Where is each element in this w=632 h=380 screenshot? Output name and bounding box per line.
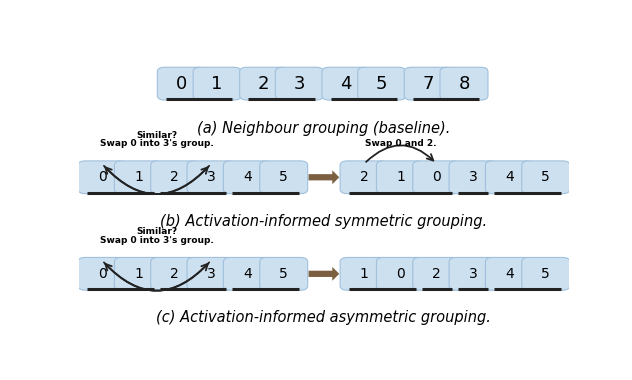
FancyBboxPatch shape xyxy=(187,257,235,290)
FancyBboxPatch shape xyxy=(377,257,425,290)
FancyBboxPatch shape xyxy=(150,257,198,290)
FancyBboxPatch shape xyxy=(114,161,162,194)
FancyBboxPatch shape xyxy=(413,161,461,194)
FancyBboxPatch shape xyxy=(485,257,533,290)
Text: 2: 2 xyxy=(171,170,179,184)
FancyBboxPatch shape xyxy=(260,161,308,194)
Text: 3: 3 xyxy=(294,74,305,93)
FancyBboxPatch shape xyxy=(340,257,388,290)
FancyBboxPatch shape xyxy=(449,257,497,290)
Text: 1: 1 xyxy=(396,170,405,184)
Text: Similar?: Similar? xyxy=(136,227,177,236)
FancyBboxPatch shape xyxy=(522,161,569,194)
Text: 5: 5 xyxy=(542,170,550,184)
Text: 1: 1 xyxy=(360,267,368,281)
Text: 0: 0 xyxy=(176,74,187,93)
FancyBboxPatch shape xyxy=(223,257,271,290)
Text: 3: 3 xyxy=(207,267,216,281)
FancyBboxPatch shape xyxy=(322,67,370,100)
FancyBboxPatch shape xyxy=(413,257,461,290)
FancyBboxPatch shape xyxy=(276,67,324,100)
FancyBboxPatch shape xyxy=(187,161,235,194)
Text: 0: 0 xyxy=(98,267,106,281)
Text: (b) Activation-informed symmetric grouping.: (b) Activation-informed symmetric groupi… xyxy=(161,214,487,229)
FancyBboxPatch shape xyxy=(193,67,241,100)
Text: 4: 4 xyxy=(243,267,252,281)
Text: 1: 1 xyxy=(212,74,223,93)
FancyBboxPatch shape xyxy=(340,161,388,194)
FancyBboxPatch shape xyxy=(377,161,425,194)
Text: 4: 4 xyxy=(505,267,514,281)
FancyBboxPatch shape xyxy=(150,161,198,194)
Text: 1: 1 xyxy=(134,267,143,281)
Text: 2: 2 xyxy=(171,267,179,281)
FancyBboxPatch shape xyxy=(440,67,488,100)
Text: 3: 3 xyxy=(469,170,477,184)
Text: 0: 0 xyxy=(432,170,441,184)
Text: (a) Neighbour grouping (baseline).: (a) Neighbour grouping (baseline). xyxy=(197,122,451,136)
FancyBboxPatch shape xyxy=(78,161,126,194)
FancyBboxPatch shape xyxy=(78,257,126,290)
FancyBboxPatch shape xyxy=(485,161,533,194)
Text: Swap 0 into 3's group.: Swap 0 into 3's group. xyxy=(100,236,214,245)
Text: 8: 8 xyxy=(458,74,470,93)
Text: Similar?: Similar? xyxy=(136,131,177,139)
FancyBboxPatch shape xyxy=(157,67,205,100)
Text: 5: 5 xyxy=(542,267,550,281)
Text: 5: 5 xyxy=(279,170,288,184)
Text: 3: 3 xyxy=(469,267,477,281)
FancyBboxPatch shape xyxy=(358,67,406,100)
Text: 2: 2 xyxy=(432,267,441,281)
Text: Swap 0 and 2.: Swap 0 and 2. xyxy=(365,139,436,149)
Text: 0: 0 xyxy=(98,170,106,184)
FancyBboxPatch shape xyxy=(522,257,569,290)
Text: 4: 4 xyxy=(243,170,252,184)
Text: (c) Activation-informed asymmetric grouping.: (c) Activation-informed asymmetric group… xyxy=(157,310,491,325)
FancyBboxPatch shape xyxy=(404,67,453,100)
FancyBboxPatch shape xyxy=(114,257,162,290)
Text: 2: 2 xyxy=(360,170,368,184)
FancyBboxPatch shape xyxy=(240,67,288,100)
Text: 2: 2 xyxy=(258,74,269,93)
Text: 1: 1 xyxy=(134,170,143,184)
Text: 4: 4 xyxy=(340,74,351,93)
Text: 3: 3 xyxy=(207,170,216,184)
Text: 5: 5 xyxy=(376,74,387,93)
Text: 5: 5 xyxy=(279,267,288,281)
Text: 0: 0 xyxy=(396,267,405,281)
Text: 4: 4 xyxy=(505,170,514,184)
FancyBboxPatch shape xyxy=(223,161,271,194)
Text: Swap 0 into 3's group.: Swap 0 into 3's group. xyxy=(100,139,214,148)
FancyBboxPatch shape xyxy=(260,257,308,290)
FancyBboxPatch shape xyxy=(449,161,497,194)
Text: 7: 7 xyxy=(422,74,434,93)
